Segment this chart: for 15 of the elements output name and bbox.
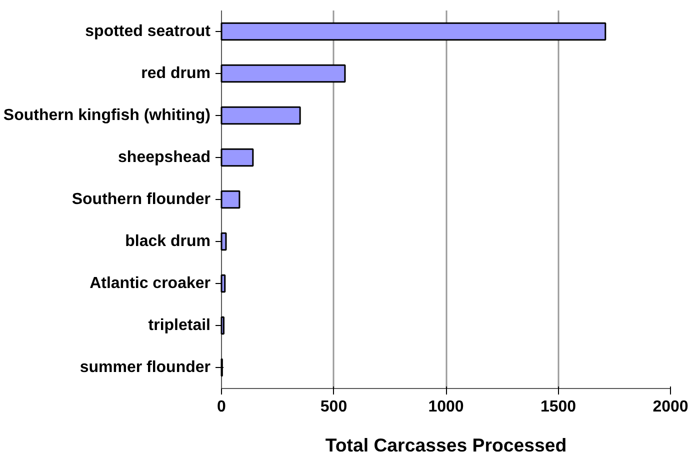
y-tick-label: red drum: [141, 65, 210, 82]
y-tick-label: spotted seatrout: [85, 23, 212, 40]
x-tick-label: 500: [320, 398, 348, 416]
y-tick-label: tripletail: [148, 317, 210, 334]
x-tick-label: 1500: [540, 398, 576, 416]
y-tick-label: Southern kingfish (whiting): [3, 107, 211, 124]
x-tick-label: 2000: [652, 398, 688, 416]
y-tick-label: black drum: [125, 233, 210, 250]
y-tick-label: sheepshead: [118, 149, 210, 166]
x-tick-label: 1000: [428, 398, 464, 416]
x-axis-title: Total Carcasses Processed: [325, 434, 567, 456]
x-tick-label: 0: [217, 398, 226, 416]
y-tick-label: Southern flounder: [72, 191, 210, 208]
y-tick-label: summer flounder: [80, 359, 210, 376]
y-tick-label: Atlantic croaker: [90, 275, 210, 292]
